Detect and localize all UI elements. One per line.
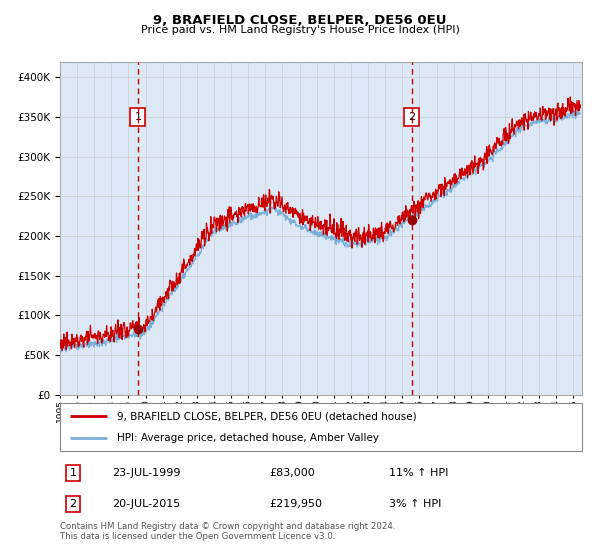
Text: 23-JUL-1999: 23-JUL-1999 <box>112 468 181 478</box>
Text: Price paid vs. HM Land Registry's House Price Index (HPI): Price paid vs. HM Land Registry's House … <box>140 25 460 35</box>
Text: 9, BRAFIELD CLOSE, BELPER, DE56 0EU (detached house): 9, BRAFIELD CLOSE, BELPER, DE56 0EU (det… <box>118 411 417 421</box>
Text: 1: 1 <box>134 112 142 122</box>
Text: Contains HM Land Registry data © Crown copyright and database right 2024.
This d: Contains HM Land Registry data © Crown c… <box>60 522 395 542</box>
Text: 2: 2 <box>408 112 415 122</box>
Text: 11% ↑ HPI: 11% ↑ HPI <box>389 468 448 478</box>
Text: 9, BRAFIELD CLOSE, BELPER, DE56 0EU: 9, BRAFIELD CLOSE, BELPER, DE56 0EU <box>153 14 447 27</box>
Text: 20-JUL-2015: 20-JUL-2015 <box>112 499 181 509</box>
Text: 2: 2 <box>70 499 77 509</box>
Text: £83,000: £83,000 <box>269 468 314 478</box>
Text: HPI: Average price, detached house, Amber Valley: HPI: Average price, detached house, Ambe… <box>118 433 379 443</box>
Text: 3% ↑ HPI: 3% ↑ HPI <box>389 499 441 509</box>
FancyBboxPatch shape <box>60 403 582 451</box>
Text: £219,950: £219,950 <box>269 499 322 509</box>
Text: 1: 1 <box>70 468 77 478</box>
